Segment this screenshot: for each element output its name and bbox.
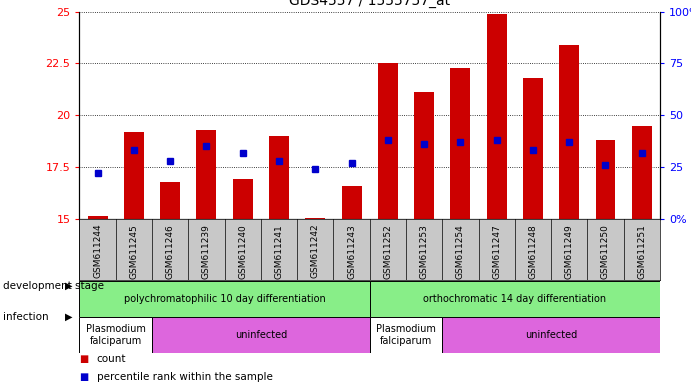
Bar [88,216,108,219]
Text: ■: ■ [79,354,88,364]
Text: Plasmodium
falciparum: Plasmodium falciparum [86,324,146,346]
Text: count: count [97,354,126,364]
Text: percentile rank within the sample: percentile rank within the sample [97,372,273,382]
Text: GSM611245: GSM611245 [129,224,138,278]
Text: polychromatophilic 10 day differentiation: polychromatophilic 10 day differentiatio… [124,294,325,304]
Text: ▶: ▶ [65,312,73,322]
Bar [196,130,216,219]
Text: GSM611242: GSM611242 [311,224,320,278]
Text: uninfected: uninfected [235,330,287,340]
Bar [79,281,370,317]
Text: Plasmodium
falciparum: Plasmodium falciparum [376,324,436,346]
Text: GSM611244: GSM611244 [93,224,102,278]
Text: development stage: development stage [3,281,104,291]
Text: GSM611248: GSM611248 [529,224,538,278]
Bar [233,179,253,219]
Bar [442,317,660,353]
Bar [124,132,144,219]
Bar [79,317,152,353]
Bar [486,13,507,219]
Text: GSM611243: GSM611243 [347,224,356,278]
Bar [414,93,434,219]
Bar [596,140,616,219]
Text: GSM611249: GSM611249 [565,224,574,278]
Text: infection: infection [3,312,49,322]
Bar [305,218,325,219]
Text: uninfected: uninfected [525,330,577,340]
Text: GSM611254: GSM611254 [456,224,465,278]
Text: GSM611246: GSM611246 [166,224,175,278]
Bar [269,136,289,219]
Bar [152,317,370,353]
Text: ■: ■ [79,372,88,382]
Bar [451,68,471,219]
Text: GSM611251: GSM611251 [637,224,646,279]
Text: GSM611239: GSM611239 [202,224,211,279]
Bar [370,281,660,317]
Text: GSM611247: GSM611247 [492,224,501,278]
Text: ▶: ▶ [65,281,73,291]
Text: GSM611241: GSM611241 [274,224,283,278]
Text: GSM611253: GSM611253 [419,224,428,279]
Bar [160,182,180,219]
Bar [632,126,652,219]
Bar [378,63,398,219]
Bar [559,45,579,219]
Bar [523,78,543,219]
Text: GSM611240: GSM611240 [238,224,247,278]
Bar [370,317,442,353]
Text: GSM611250: GSM611250 [601,224,610,279]
Text: orthochromatic 14 day differentiation: orthochromatic 14 day differentiation [423,294,607,304]
Bar [341,186,361,219]
Title: GDS4557 / 1555757_at: GDS4557 / 1555757_at [289,0,451,8]
Text: GSM611252: GSM611252 [384,224,392,278]
